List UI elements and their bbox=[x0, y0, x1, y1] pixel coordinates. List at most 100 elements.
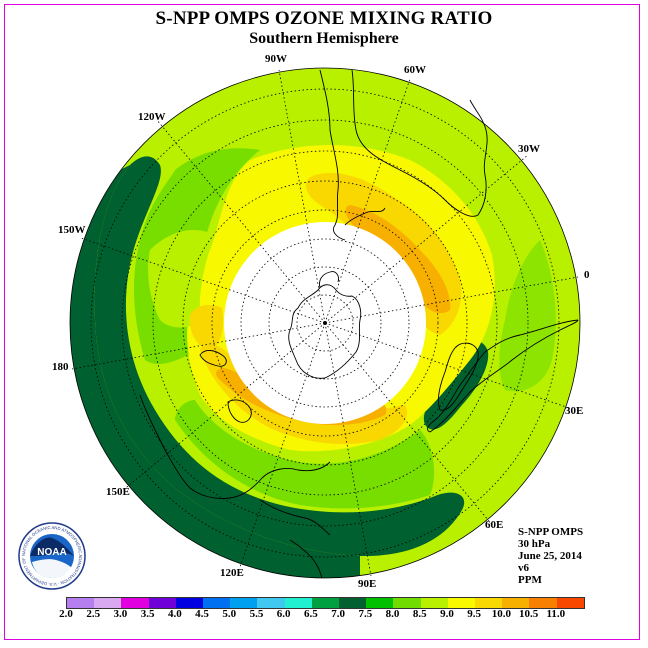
tierra-del-fuego bbox=[344, 207, 386, 226]
lon-label-120e: 120E bbox=[220, 567, 244, 579]
colorbar-swatch bbox=[339, 598, 367, 608]
colorbar-swatch bbox=[230, 598, 258, 608]
latitude-circle bbox=[268, 266, 382, 380]
colorbar-tick-label: 7.0 bbox=[331, 608, 345, 620]
colorbar-tick-label: 5.0 bbox=[222, 608, 237, 620]
colorbar-swatch bbox=[311, 598, 340, 608]
south-america-coast bbox=[319, 69, 346, 241]
latitude-circle bbox=[152, 150, 498, 496]
info-date: June 25, 2014 bbox=[518, 550, 582, 562]
colorbar-swatch bbox=[67, 598, 95, 608]
colorbar-swatch bbox=[175, 598, 204, 608]
latitude-circle bbox=[90, 88, 560, 558]
indonesia-coast bbox=[259, 499, 331, 536]
colorbar-tick-label: 10.0 bbox=[491, 608, 511, 620]
latitude-circle bbox=[182, 180, 468, 466]
lon-label-90w: 90W bbox=[265, 53, 287, 65]
ozone-field bbox=[70, 68, 580, 578]
meridian bbox=[324, 78, 411, 324]
latitude-circle bbox=[240, 238, 410, 408]
australia-coast bbox=[139, 394, 331, 499]
field-6.5-7.0-band bbox=[94, 156, 465, 557]
map-title: S-NPP OMPS OZONE MIXING RATIO bbox=[155, 8, 493, 29]
antarctic-peninsula bbox=[319, 271, 339, 289]
colorbar-tick-label: 2.5 bbox=[86, 608, 101, 620]
colorbar-swatch bbox=[556, 598, 584, 608]
map-subtitle: Southern Hemisphere bbox=[249, 30, 399, 47]
lon-label-60w: 60W bbox=[404, 64, 426, 76]
meridian bbox=[71, 322, 326, 370]
colorbar-swatch bbox=[393, 598, 421, 608]
tasmania bbox=[199, 350, 227, 367]
colorbar-tick-label: 4.0 bbox=[167, 608, 182, 620]
colorbar-tick-label: 2.0 bbox=[59, 608, 73, 620]
latitude-circle bbox=[121, 119, 529, 527]
colorbar-swatch bbox=[121, 598, 149, 608]
lon-label-0: 0 bbox=[584, 269, 590, 281]
colorbar-swatch bbox=[529, 598, 557, 608]
colorbar-ticks: 2.0 2.5 3.0 3.5 4.0 4.5 5.0 5.5 6.0 6.5 7.0 7.5 8.0 8… bbox=[59, 608, 583, 622]
lon-label-120w: 120W bbox=[138, 111, 166, 123]
lon-label-150e: 150E bbox=[106, 486, 130, 498]
colorbar-swatch bbox=[420, 598, 448, 608]
field-7.0-7.5-south bbox=[175, 400, 435, 509]
info-instrument: S-NPP OMPS bbox=[518, 526, 584, 538]
colorbar-swatch bbox=[148, 598, 176, 608]
colorbar-tick-label: 6.0 bbox=[276, 608, 291, 620]
colorbar-swatch bbox=[257, 598, 285, 608]
colorbar-tick-label: 9.0 bbox=[440, 608, 454, 620]
field-6.5-7.0-edge bbox=[70, 165, 360, 578]
lon-label-30e: 30E bbox=[565, 405, 583, 417]
meridian bbox=[239, 322, 326, 568]
colorbar-tick-label: 11.0 bbox=[546, 608, 566, 620]
latitude-circle bbox=[211, 209, 439, 437]
coastlines bbox=[139, 69, 579, 579]
colorbar-tick-label: 9.5 bbox=[467, 608, 482, 620]
latitude-circle bbox=[296, 294, 354, 352]
colorbar-tick-label: 5.5 bbox=[249, 608, 264, 620]
colorbar-tick-label: 3.0 bbox=[113, 608, 128, 620]
colorbar-swatch bbox=[203, 598, 231, 608]
colorbar-tick-label: 6.5 bbox=[304, 608, 318, 620]
plot-frame bbox=[4, 4, 640, 640]
graticule bbox=[71, 69, 579, 577]
colorbar-tick-label: 7.5 bbox=[358, 608, 373, 620]
africa-coast bbox=[427, 319, 579, 433]
noaa-logo: NATIONAL OCEANIC AND ATMOSPHERIC ADMINIS… bbox=[18, 522, 86, 590]
antarctica-coast bbox=[288, 284, 362, 379]
info-version: v6 bbox=[518, 562, 529, 574]
field-7.5-8.0-inner bbox=[148, 230, 215, 328]
meridian bbox=[324, 322, 372, 577]
info-level: 30 hPa bbox=[518, 538, 551, 550]
lon-label-60e: 60E bbox=[485, 519, 503, 531]
colorbar-tick-label: 3.5 bbox=[140, 608, 155, 620]
south-america-east-coast bbox=[351, 69, 488, 217]
colorbar-tick-label: 8.5 bbox=[412, 608, 427, 620]
colorbar-tick-label: 10.5 bbox=[518, 608, 539, 620]
colorbar-swatch bbox=[366, 598, 394, 608]
field-8.5-9.0-west bbox=[189, 304, 224, 350]
colorbar bbox=[66, 597, 585, 609]
colorbar-swatch bbox=[94, 598, 122, 608]
lon-label-180: 180 bbox=[52, 361, 69, 373]
meridian bbox=[80, 237, 326, 324]
info-units: PPM bbox=[518, 574, 542, 586]
madagascar bbox=[437, 342, 479, 411]
lon-label-90e: 90E bbox=[358, 578, 376, 590]
southeast-asia-coast bbox=[289, 539, 323, 579]
colorbar-tick-label: 4.5 bbox=[195, 608, 209, 620]
lon-label-150w: 150W bbox=[58, 224, 86, 236]
lon-label-30w: 30W bbox=[518, 143, 540, 155]
map-boundary bbox=[69, 67, 581, 579]
colorbar-swatch bbox=[284, 598, 312, 608]
meridian bbox=[278, 69, 326, 324]
colorbar-swatch bbox=[475, 598, 503, 608]
field-7.0-7.5-east bbox=[499, 240, 556, 392]
south-pole-marker bbox=[323, 321, 327, 325]
colorbar-swatch bbox=[447, 598, 476, 608]
meridian bbox=[324, 276, 579, 324]
info-block: S-NPP OMPS 30 hPa June 25, 2014 v6 PPM bbox=[518, 526, 583, 586]
new-zealand bbox=[227, 399, 252, 423]
colorbar-tick-label: 8.0 bbox=[385, 608, 400, 620]
